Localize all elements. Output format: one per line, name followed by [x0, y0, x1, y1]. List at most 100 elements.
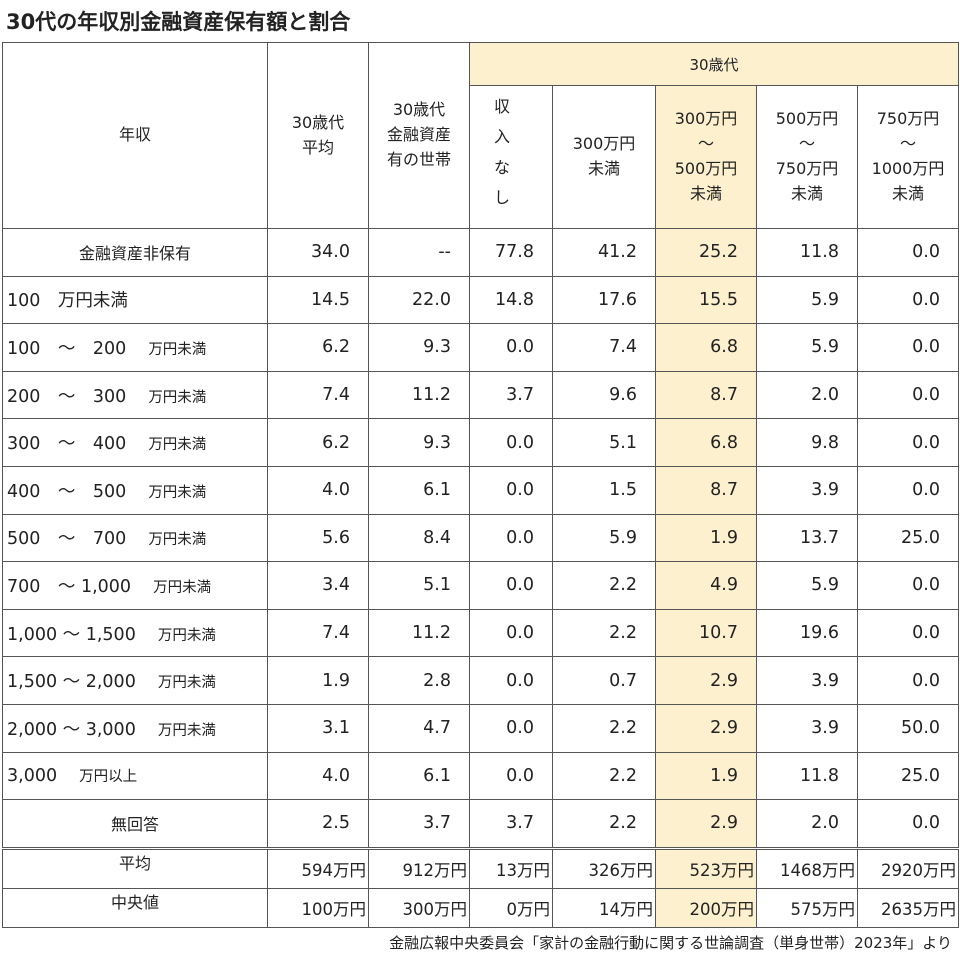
table-cell: 5.9 — [756, 561, 858, 610]
header-col-3-line: 750万円 — [775, 159, 839, 178]
header-col-4-line: 750万円 — [876, 109, 940, 129]
summary-cell: 575万円 — [756, 887, 858, 928]
header-income: 年収 — [2, 42, 268, 229]
table-row: 3,000 万円以上 4.0 6.1 0.0 2.2 1.9 11.8 25.0 — [2, 751, 960, 801]
table-cell: 5.9 — [756, 323, 858, 372]
table-row: 金融資産非保有 34.0 -- 77.8 41.2 25.2 11.8 0.0 — [2, 228, 960, 277]
table-row: 300 ～ 400 万円未満 6.2 9.3 0.0 5.1 6.8 9.8 0.0 — [2, 418, 960, 467]
summary-row: 中央値 100万円 300万円 0万円 14万円 200万円 575万円 2635万円 — [2, 887, 960, 928]
table-cell: 11.8 — [756, 228, 858, 277]
row-label: 200 ～ 300 万円未満 — [2, 370, 268, 420]
table-cell: 6.8 — [655, 323, 757, 372]
table-row: 無回答 2.5 3.7 3.7 2.2 2.9 2.0 0.0 — [2, 799, 960, 849]
table-cell: 2.2 — [552, 799, 656, 849]
table-cell: 5.6 — [267, 513, 369, 563]
row-label-unit: 万円未満 — [157, 627, 216, 644]
table-cell: 3.9 — [756, 656, 858, 705]
table-cell: 2.2 — [552, 608, 656, 658]
summary-cell: 300万円 — [368, 887, 470, 928]
table-cell: 1.9 — [655, 751, 757, 801]
table-row: 400 ～ 500 万円未満 4.0 6.1 0.0 1.5 8.7 3.9 0.0 — [2, 465, 960, 515]
table-cell: 3.4 — [267, 561, 369, 610]
summary-cell: 912万円 — [368, 846, 470, 889]
summary-cell: 14万円 — [552, 887, 656, 928]
table-cell: 4.0 — [267, 465, 369, 515]
row-label-unit: 万円未満 — [157, 722, 216, 739]
table-cell: 0.7 — [552, 656, 656, 705]
row-label-range: 300 ～ 400 — [7, 434, 127, 455]
summary-cell: 523万円 — [655, 846, 757, 889]
table-cell: 8.4 — [368, 513, 470, 563]
table-row: 100 万円未満 14.5 22.0 14.8 17.6 15.5 5.9 0.0 — [2, 275, 960, 325]
table-cell: 4.7 — [368, 703, 470, 753]
summary-row: 平均 594万円 912万円 13万円 326万円 523万円 1468万円 2920万円 — [2, 846, 960, 889]
table-cell: 0.0 — [856, 799, 960, 849]
table-cell: 2.9 — [655, 703, 757, 753]
header-col-3-line: 未満 — [790, 183, 823, 203]
row-label-range: 3,000 — [7, 766, 58, 787]
table-row: 100 ～ 200 万円未満 6.2 9.3 0.0 7.4 6.8 5.9 0.0 — [2, 323, 960, 372]
table-cell: 5.9 — [756, 275, 858, 325]
table-cell: 3.7 — [469, 370, 553, 420]
table-cell: 0.0 — [469, 608, 553, 658]
table-cell: 3.9 — [756, 465, 858, 515]
table-cell: 2.9 — [655, 656, 757, 705]
table-cell: 0.0 — [856, 275, 960, 325]
row-label: 1,000 ～ 1,500 万円未満 — [2, 608, 268, 658]
table-cell: 5.1 — [552, 418, 656, 467]
table-cell: 41.2 — [552, 228, 656, 277]
table-cell: 9.3 — [368, 418, 470, 467]
table-row: 500 ～ 700 万円未満 5.6 8.4 0.0 5.9 1.9 13.7 25.0 — [2, 513, 960, 563]
table-cell: 34.0 — [267, 228, 369, 277]
header-col-1-line: 300万円 — [572, 134, 636, 154]
header-col-4-line: 未満 — [892, 183, 925, 203]
header-col-1-line: 未満 — [587, 159, 620, 178]
table-cell: 11.2 — [368, 608, 470, 658]
header-col-4: 750万円〜 1000万円 未満 — [856, 85, 960, 229]
header-holders-line1: 30歳代 — [392, 100, 446, 120]
table-cell: 0.0 — [856, 656, 960, 705]
row-label-range: 700 ～ 1,000 — [7, 576, 132, 597]
table-cell: 0.0 — [856, 465, 960, 515]
table-cell: 1.9 — [655, 513, 757, 563]
summary-label: 平均 — [2, 846, 268, 889]
row-label: 400 ～ 500 万円未満 — [2, 465, 268, 515]
header-col-2-line: 〜 — [697, 134, 714, 154]
header-col-3-line: 500万円 — [775, 109, 839, 129]
table-cell: 11.8 — [756, 751, 858, 801]
row-label-unit: 万円未満 — [148, 437, 207, 454]
table-row: 200 ～ 300 万円未満 7.4 11.2 3.7 9.6 8.7 2.0 0.0 — [2, 370, 960, 420]
table-cell: 22.0 — [368, 275, 470, 325]
page-title: 30代の年収別金融資産保有額と割合 — [6, 10, 351, 34]
summary-cell: 2635万円 — [856, 887, 960, 928]
row-label: 500 ～ 700 万円未満 — [2, 513, 268, 563]
table-cell: 50.0 — [856, 703, 960, 753]
header-col-0-line: 収 — [494, 97, 511, 116]
summary-cell: 326万円 — [552, 846, 656, 889]
header-col-3-line: 〜 — [798, 134, 815, 154]
header-col-0-line: し — [494, 188, 511, 208]
table-cell: 10.7 — [655, 608, 757, 658]
row-label-unit: 万円以上 — [79, 769, 138, 786]
table-cell: 25.0 — [856, 513, 960, 563]
table-cell: 9.6 — [552, 370, 656, 420]
table-cell: 19.6 — [756, 608, 858, 658]
header-col-1: 300万円未満 — [552, 85, 656, 229]
row-label-unit: 万円未満 — [148, 389, 207, 406]
summary-label: 中央値 — [2, 887, 268, 928]
table-cell: 3.7 — [469, 799, 553, 849]
row-label-range: 1,000 ～ 1,500 — [7, 624, 136, 645]
table-cell: 1.5 — [552, 465, 656, 515]
summary-cell: 200万円 — [655, 887, 757, 928]
table-row: 2,000 ～ 3,000 万円未満 3.1 4.7 0.0 2.2 2.9 3.9 50.0 — [2, 703, 960, 753]
table-cell: 0.0 — [469, 513, 553, 563]
table-row: 700 ～ 1,000 万円未満 3.4 5.1 0.0 2.2 4.9 5.9 0.0 — [2, 561, 960, 610]
table-cell: 0.0 — [469, 418, 553, 467]
header-holders-line3: 有の世帯 — [386, 149, 451, 169]
row-label-range: 無回答 — [110, 815, 159, 835]
table-cell: 0.0 — [856, 561, 960, 610]
table-cell: 0.0 — [856, 608, 960, 658]
header-col-2-line: 未満 — [689, 183, 722, 203]
table-cell: 9.8 — [756, 418, 858, 467]
summary-cell: 0万円 — [469, 887, 553, 928]
